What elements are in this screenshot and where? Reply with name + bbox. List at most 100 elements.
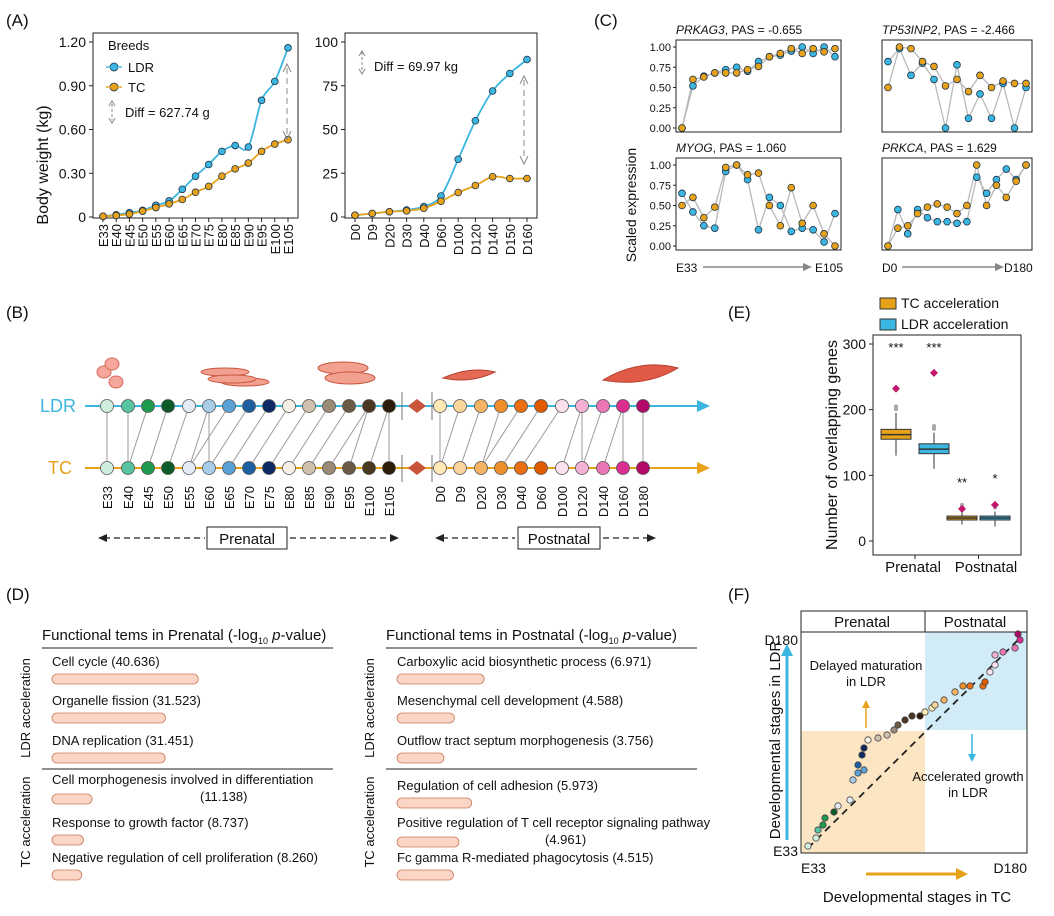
stage-alignment-link — [147, 405, 169, 469]
postnatal-ldr-bar — [396, 712, 455, 724]
expr-ytick-label: 0.50 — [650, 83, 671, 95]
alignment-stage-point — [854, 761, 862, 769]
alignment-stage-point — [812, 834, 820, 842]
expr-myog-point-tc — [754, 169, 763, 177]
expr-prkca-point-tc — [903, 221, 912, 230]
weight-prenatal-xtick-label: E55 — [149, 224, 164, 247]
expr-myog-point-tc — [820, 230, 828, 238]
expr-tp53inp2-point-tc — [895, 43, 904, 51]
expr-ytick-label: 0.50 — [650, 201, 671, 213]
significance-label: *** — [888, 340, 903, 355]
expr-tp53inp2-point-tc — [930, 62, 938, 71]
weight-prenatal-point-tc — [191, 188, 200, 197]
expr-tp53inp2-point-tc — [907, 44, 915, 53]
stage-label: E55 — [182, 486, 197, 509]
expr-myog-pas: , PAS = 1.060 — [713, 141, 787, 155]
box-ytick-label: 300 — [843, 336, 867, 352]
stage-label: D140 — [596, 486, 611, 517]
stage-alignment-link — [561, 405, 583, 469]
expr-prkag3-point-tc — [678, 124, 686, 132]
tc-stage-node — [534, 461, 548, 475]
expr-tp53inp2-point-tc — [941, 82, 950, 90]
tc-stage-node — [514, 461, 528, 475]
ldr-stage-node — [474, 399, 488, 413]
expr-prkag3-point-tc — [776, 49, 785, 58]
ldr-stage-node — [636, 399, 650, 413]
stage-label: E105 — [382, 486, 397, 516]
expr-prkag3-point-tc — [754, 62, 763, 71]
expr-myog-title: MYOG, PAS = 1.060 — [676, 141, 786, 155]
weight-prenatal-xtick-label: E70 — [189, 224, 204, 247]
stage-label: D20 — [474, 486, 489, 510]
ldr-stage-node — [242, 399, 256, 413]
expr-myog-point-ldr — [754, 226, 763, 234]
expr-prkca-point-tc — [992, 181, 1001, 190]
expr-ytick-label: 0.25 — [650, 221, 671, 233]
stage-label: E85 — [302, 486, 317, 509]
legend-ldr-acceleration: LDR acceleration — [901, 316, 1008, 332]
ldr-stage-node — [100, 399, 114, 413]
tc-stage-node — [494, 461, 508, 475]
weight-prenatal-xtick-label: E95 — [255, 224, 270, 247]
panel-c-ylabel: Scaled expression — [623, 148, 639, 262]
expr-prkca-point-ldr — [972, 173, 981, 181]
stage-label: D30 — [494, 486, 509, 510]
alignment-stage-point — [821, 814, 829, 822]
tc-stage-node — [322, 461, 336, 475]
expr-ytick-label: 0.25 — [650, 103, 671, 115]
expr-prkca-point-ldr — [933, 217, 942, 226]
ldr-stage-node — [202, 399, 216, 413]
alignment-stage-point — [999, 648, 1007, 656]
tc-stage-node — [596, 461, 610, 475]
expr-myog-point-tc — [678, 201, 686, 210]
prenatal-tc-term: Negative regulation of cell proliferatio… — [52, 850, 318, 865]
alignment-stage-point — [864, 736, 872, 744]
alignment-ylabel: Developmental stages in LDR — [767, 641, 784, 840]
ldr-stage-node — [121, 399, 135, 413]
weight-postnatal-xtick-label: D140 — [486, 224, 501, 255]
alignment-stage-point — [921, 708, 929, 716]
alignment-stage-point — [846, 796, 854, 804]
panel-b-label: (B) — [6, 303, 29, 322]
box-ytick-label: 0 — [858, 533, 866, 549]
stage-label: E65 — [222, 486, 237, 509]
weight-prenatal-point-tc — [244, 159, 253, 167]
span-arrowhead — [435, 534, 444, 542]
alignment-stage-point — [981, 678, 989, 686]
stage-alignment-link — [328, 405, 370, 469]
box-category-label: Prenatal — [885, 559, 941, 576]
alignment-postnatal-label: Postnatal — [944, 614, 1007, 631]
postnatal-terms-title-part: -value) — [631, 627, 677, 644]
stage-label: D100 — [555, 486, 570, 517]
weight-prenatal-point-tc — [152, 203, 160, 212]
weight-postnatal-ytick-label: 25 — [322, 165, 338, 181]
legend-title: Breeds — [108, 38, 150, 53]
prenatal-ldr-term: Cell cycle (40.636) — [52, 654, 160, 669]
alignment-xlabel: Developmental stages in TC — [823, 889, 1011, 906]
ldr-stage-node — [182, 399, 196, 413]
weight-prenatal-xtick-label: E100 — [268, 224, 283, 254]
tc-stage-node — [100, 461, 114, 475]
stage-alignment-link — [268, 405, 310, 469]
weight-prenatal-point-tc — [231, 165, 239, 173]
weight-prenatal-point-tc — [125, 210, 134, 218]
myotube-illustration — [324, 371, 376, 385]
alignment-stage-point — [849, 776, 857, 784]
significance-label: ** — [957, 475, 967, 490]
significance-label: *** — [926, 340, 941, 355]
expr-myog-point-ldr — [831, 209, 839, 218]
observed-overlap-marker — [958, 504, 966, 513]
expr-tp53inp2-point-tc — [964, 87, 973, 96]
expr-prkag3-point-tc — [765, 52, 774, 61]
expr-x-end-postnatal: D180 — [1004, 261, 1033, 275]
stage-label: E50 — [161, 486, 176, 509]
weight-prenatal-point-tc — [138, 207, 147, 215]
expr-prkag3-point-tc — [732, 69, 741, 77]
expr-ytick-label: 0.75 — [650, 62, 671, 74]
expr-x-start-postnatal: D0 — [882, 261, 898, 275]
weight-prenatal-xtick-label: E80 — [215, 224, 230, 247]
weight-prenatal-xtick-label: E90 — [241, 224, 256, 247]
weight-postnatal-point-tc — [385, 207, 394, 216]
delayed-maturation-label: Delayed maturation — [810, 658, 923, 673]
birth-diamond-ldr — [408, 399, 426, 413]
